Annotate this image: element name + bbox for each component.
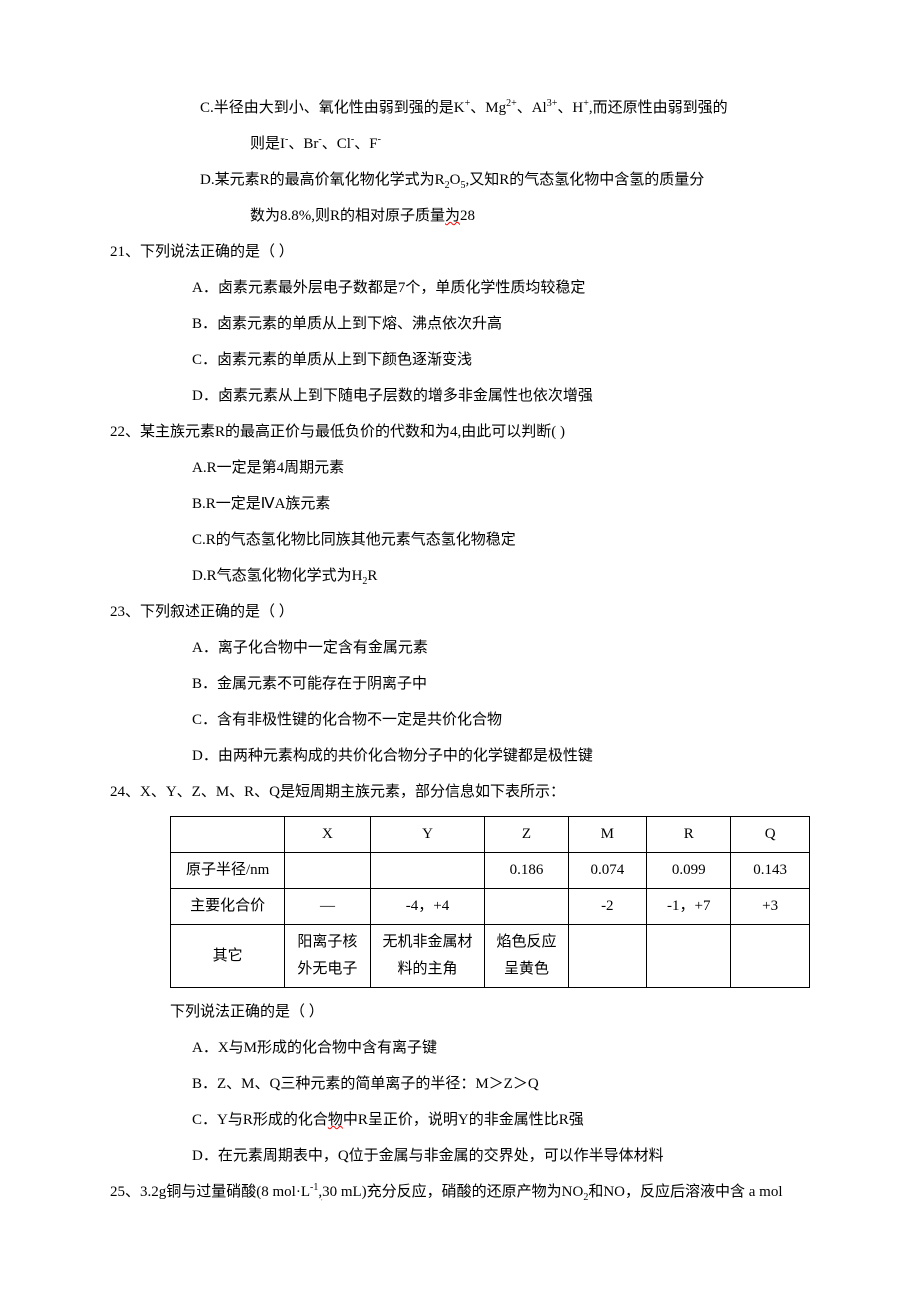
table-cell: -4，+4 [370,889,485,925]
q24-option-a: A．X与M形成的化合物中含有离子键 [110,1030,810,1066]
table-cell [370,853,485,889]
table-cell: 原子半径/nm [171,853,285,889]
table-row: 其它 阳离子核外无电子 无机非金属材料的主角 焰色反应呈黄色 [171,925,810,988]
table-cell: — [285,889,370,925]
table-cell: 阳离子核外无电子 [285,925,370,988]
q23-stem: 23、下列叙述正确的是（ ） [110,594,810,630]
text: 物 [328,1112,343,1128]
table-cell: 0.099 [647,853,731,889]
table-cell: 0.074 [568,853,647,889]
table-row: 主要化合价 — -4，+4 -2 -1，+7 +3 [171,889,810,925]
q22-stem: 22、某主族元素R的最高正价与最低负价的代数和为4,由此可以判断( ) [110,414,810,450]
text: 25、3.2g铜与过量硝酸(8 mol·L [110,1184,310,1200]
q24-option-c: C．Y与R形成的化合物中R呈正价，说明Y的非金属性比R强 [110,1102,810,1138]
q22-option-b: B.R一定是ⅣA族元素 [110,486,810,522]
text: 、H [557,100,583,116]
text: 、Mg [470,100,506,116]
table-cell: -1，+7 [647,889,731,925]
pre-option-c-line2: 则是I-、Br-、Cl-、F- [188,126,810,162]
text: 和NO，反应后溶液中含 a mol [588,1184,782,1200]
table-cell: Q [731,817,810,853]
sup: - [378,134,381,145]
table-cell [171,817,285,853]
table-cell: X [285,817,370,853]
q24-post: 下列说法正确的是（ ） [110,994,810,1030]
pre-option-d-line2: 数为8.8%,则R的相对原子质量为28 [188,198,810,234]
q24-option-b: B．Z、M、Q三种元素的简单离子的半径：M＞Z＞Q [110,1066,810,1102]
table-cell: 无机非金属材料的主角 [370,925,485,988]
q22-option-d: D.R气态氢化物化学式为H2R [110,558,810,594]
q21-option-a: A．卤素元素最外层电子数都是7个，单质化学性质均较稳定 [110,270,810,306]
text: ,而还原性由弱到强的 [589,100,728,116]
q23-option-a: A．离子化合物中一定含有金属元素 [110,630,810,666]
text: 、Br [288,136,318,152]
text: 、F [354,136,377,152]
q23-option-d: D．由两种元素构成的共价化合物分子中的化学键都是极性键 [110,738,810,774]
table-cell [485,889,568,925]
q21-option-d: D．卤素元素从上到下随电子层数的增多非金属性也依次增强 [110,378,810,414]
pre-option-d: D.某元素R的最高价氧化物化学式为R2O5,又知R的气态氢化物中含氢的质量分 [170,162,810,198]
table-cell: R [647,817,731,853]
table-cell [647,925,731,988]
text: 则是I [250,136,285,152]
text: 为 [445,208,460,224]
q22-option-a: A.R一定是第4周期元素 [110,450,810,486]
table-cell: 焰色反应呈黄色 [485,925,568,988]
q24-option-d: D．在元素周期表中，Q位于金属与非金属的交界处，可以作半导体材料 [110,1138,810,1174]
text: C．Y与R形成的化合 [192,1112,328,1128]
table-cell [568,925,647,988]
table-cell: 0.186 [485,853,568,889]
sup: 2+ [506,98,517,109]
q23-option-c: C．含有非极性键的化合物不一定是共价化合物 [110,702,810,738]
text: ,又知R的气态氢化物中含氢的质量分 [465,172,704,188]
q24-table: X Y Z M R Q 原子半径/nm 0.186 0.074 0.099 0.… [170,816,810,988]
table-cell: 主要化合价 [171,889,285,925]
q25-stem: 25、3.2g铜与过量硝酸(8 mol·L-1,30 mL)充分反应，硝酸的还原… [110,1174,810,1210]
table-cell: Z [485,817,568,853]
sup: 3+ [547,98,558,109]
pre-option-c: C.半径由大到小、氧化性由弱到强的是K+、Mg2+、Al3+、H+,而还原性由弱… [170,90,810,126]
text: 、Cl [322,136,351,152]
text: 中R呈正价，说明Y的非金属性比R强 [343,1112,584,1128]
table-cell: +3 [731,889,810,925]
text: 数为8.8%,则R的相对原子质量 [250,208,445,224]
table-cell: M [568,817,647,853]
q23-option-b: B．金属元素不可能存在于阴离子中 [110,666,810,702]
table-cell [731,925,810,988]
text: C.半径由大到小、氧化性由弱到强的是K [200,100,465,116]
q21-stem: 21、下列说法正确的是（ ） [110,234,810,270]
text: 28 [460,208,475,224]
table-cell: -2 [568,889,647,925]
table-row: 原子半径/nm 0.186 0.074 0.099 0.143 [171,853,810,889]
table-cell: Y [370,817,485,853]
q21-option-b: B．卤素元素的单质从上到下熔、沸点依次升高 [110,306,810,342]
text: R [367,568,377,584]
table-row: X Y Z M R Q [171,817,810,853]
text: D.R气态氢化物化学式为H [192,568,362,584]
q22-option-c: C.R的气态氢化物比同族其他元素气态氢化物稳定 [110,522,810,558]
text: 、Al [517,100,547,116]
text: D.某元素R的最高价氧化物化学式为R [200,172,445,188]
q24-stem: 24、X、Y、Z、M、R、Q是短周期主族元素，部分信息如下表所示： [110,774,810,810]
q21-option-c: C．卤素元素的单质从上到下颜色逐渐变浅 [110,342,810,378]
table-cell: 0.143 [731,853,810,889]
text: O [450,172,461,188]
table-cell: 其它 [171,925,285,988]
text: 30 mL)充分反应，硝酸的还原产物为NO [322,1184,583,1200]
table-cell [285,853,370,889]
